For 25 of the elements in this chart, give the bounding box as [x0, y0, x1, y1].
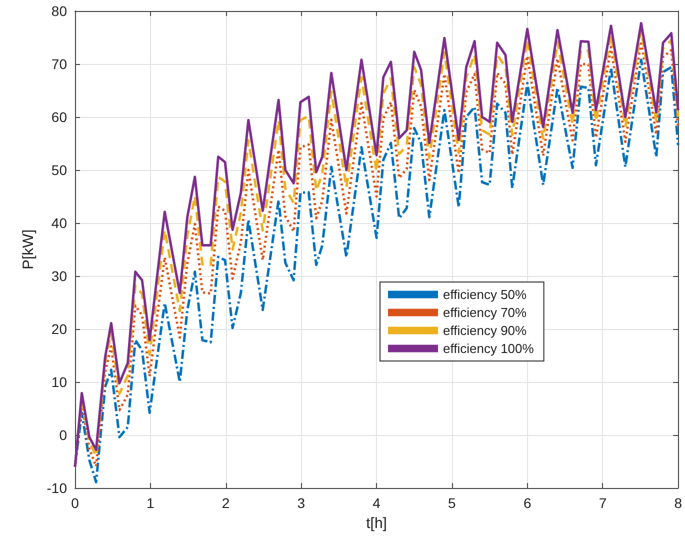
- x-tick-label: 2: [222, 495, 230, 511]
- legend-label: efficiency 100%: [443, 341, 534, 356]
- x-tick-label: 6: [523, 495, 532, 511]
- y-tick-label: 40: [51, 215, 68, 231]
- x-tick-label: 5: [448, 495, 456, 511]
- x-tick-label: 8: [674, 495, 682, 511]
- y-tick-label: 20: [51, 321, 68, 337]
- legend-label: efficiency 90%: [443, 323, 528, 338]
- y-tick-label: 30: [51, 268, 68, 284]
- y-tick-label: 60: [51, 109, 68, 125]
- y-tick-label: 70: [51, 56, 68, 72]
- x-tick-label: 3: [297, 495, 306, 511]
- y-tick-label: 80: [51, 3, 68, 19]
- y-tick-label: 10: [51, 374, 68, 390]
- x-axis-title: t[h]: [366, 515, 387, 532]
- y-tick-label: -10: [46, 480, 68, 496]
- legend-label: efficiency 70%: [443, 305, 528, 320]
- y-axis-title: P[kW]: [20, 230, 37, 270]
- x-tick-label: 0: [71, 495, 80, 511]
- x-tick-label: 1: [146, 495, 154, 511]
- legend-label: efficiency 50%: [443, 287, 528, 302]
- y-tick-label: 0: [59, 427, 68, 443]
- x-tick-label: 4: [372, 495, 381, 511]
- x-tick-label: 7: [598, 495, 607, 511]
- y-tick-label: 50: [51, 162, 68, 178]
